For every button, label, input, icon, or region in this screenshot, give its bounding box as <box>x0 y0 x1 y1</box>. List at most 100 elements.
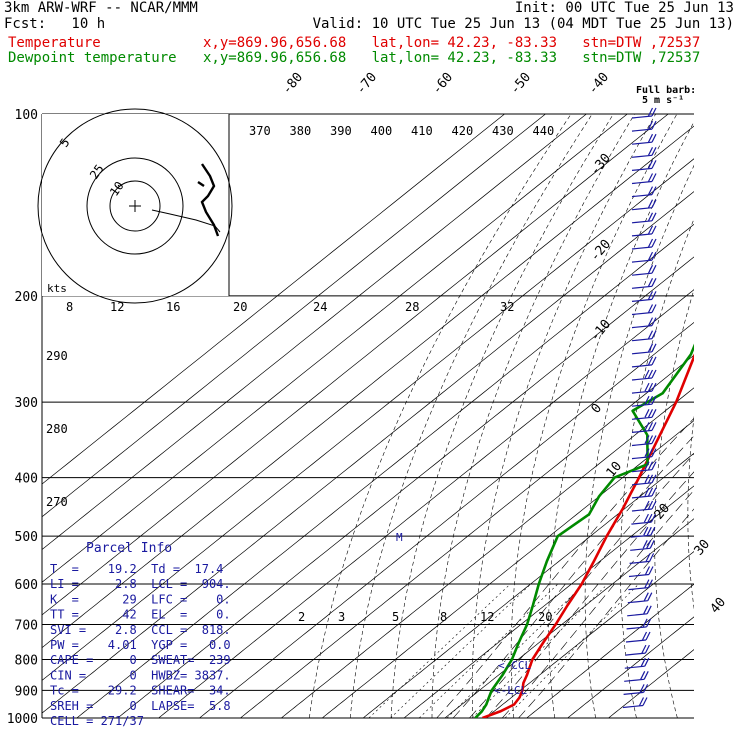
parcel-info-row: TT = 42 EL = 0. <box>50 608 231 622</box>
wind-barb-feather <box>647 291 654 300</box>
temp-axis-label: 32 <box>500 300 514 314</box>
wind-barb <box>624 665 645 669</box>
dry-adiabat-line <box>510 114 678 718</box>
wind-barb-feather <box>646 526 652 536</box>
wind-barb <box>631 482 653 486</box>
wind-barb-feather <box>647 487 654 497</box>
theta-label-390: 390 <box>330 124 352 138</box>
isotherm-line <box>526 583 694 718</box>
wind-barb-feather <box>647 409 654 418</box>
wind-barb-feather <box>646 540 652 549</box>
temp-axis-label: 16 <box>166 300 180 314</box>
parcel-info-row: CELL = 271/37 <box>50 714 144 728</box>
isotherm-line <box>42 158 694 681</box>
wind-barb-feather <box>651 382 657 392</box>
wind-barb <box>626 626 647 630</box>
wind-barb-feather <box>647 238 654 248</box>
wind-barb <box>631 442 653 447</box>
wind-barb <box>631 403 653 407</box>
theta-label-410: 410 <box>411 124 433 138</box>
m-marker: M <box>396 531 403 544</box>
wind-barb <box>631 220 653 224</box>
wind-barb-feather <box>644 461 650 470</box>
wind-barb-feather <box>647 369 654 379</box>
full-barb-label: Full barb: <box>636 85 696 96</box>
wind-barb-feather <box>651 317 657 326</box>
wind-barb-feather <box>647 513 653 523</box>
hodograph-ring-label: 10 <box>107 179 127 199</box>
ccl-label: <-CCL <box>498 659 531 672</box>
wind-barb-feather <box>647 317 654 326</box>
wind-barb-feather <box>643 513 649 523</box>
wind-barb <box>631 351 653 355</box>
parcel-info-title: Parcel Info <box>86 541 172 556</box>
dewpoint-location: x,y=869.96,656.68 lat,lon= 42.23, -83.33… <box>203 50 701 66</box>
theta-left-label: 270 <box>46 495 68 509</box>
mixing-ratio-line <box>390 583 532 718</box>
wind-barb-feather <box>641 631 648 641</box>
dry-adiabat-line <box>349 114 593 718</box>
wind-barb-feather <box>647 330 654 339</box>
temperature-legend: Temperature <box>8 35 101 51</box>
wind-barb-feather <box>647 173 654 182</box>
wind-barb-feather <box>644 448 650 457</box>
isotherm-line <box>42 114 628 583</box>
wind-barb-feather <box>650 513 656 523</box>
mixing-ratio-line <box>471 583 608 718</box>
wind-barb <box>623 691 644 695</box>
wind-barb-feather <box>638 697 645 706</box>
wind-barb <box>631 508 653 512</box>
isotherm-label: -50 <box>508 70 535 98</box>
isotherm-line <box>485 551 694 718</box>
theta-label-440: 440 <box>533 124 555 138</box>
mixing-ratio-line <box>504 583 640 718</box>
wind-barb <box>631 233 653 237</box>
wind-barb <box>628 573 650 578</box>
wind-barb-feather <box>651 186 657 195</box>
mixing-ratio-label: 12 <box>480 610 494 624</box>
hodograph-units: kts <box>47 282 67 295</box>
wind-barb-feather <box>642 540 648 549</box>
wind-barb <box>631 141 653 145</box>
wind-barb <box>631 207 653 211</box>
wind-barb <box>628 587 649 591</box>
wind-barb-feather <box>647 343 654 353</box>
wind-barb-feather <box>651 133 657 143</box>
temp-axis-label: 8 <box>66 300 73 314</box>
hodograph-trace <box>151 209 221 233</box>
isotherm-line <box>42 114 546 518</box>
wind-barb-feather <box>640 671 646 680</box>
isotherm-line <box>199 321 694 718</box>
pressure-label-300: 300 <box>15 396 38 411</box>
wind-barb-feather <box>647 474 654 484</box>
wind-barb-feather <box>651 448 657 457</box>
wind-barb-feather <box>649 553 655 562</box>
theta-left-label: 280 <box>46 422 68 436</box>
wind-barb-feather <box>647 395 654 405</box>
pressure-label-1000: 1000 <box>7 712 38 727</box>
wind-barb-feather <box>651 474 657 484</box>
wind-barb-feather <box>651 356 657 366</box>
wind-barb-feather <box>651 160 657 169</box>
wind-barb-feather <box>647 435 654 444</box>
wind-barb-feather <box>644 500 650 510</box>
wind-barb-feather <box>642 697 648 706</box>
theta-left-label: 290 <box>46 349 68 363</box>
isotherm-line <box>117 256 694 718</box>
wind-barb-feather <box>650 526 656 536</box>
theta-label-430: 430 <box>492 124 514 138</box>
pressure-lines <box>41 113 694 719</box>
isotherm-line <box>158 289 694 718</box>
wind-barb <box>631 272 653 276</box>
wind-barb-feather <box>647 212 654 222</box>
temperature-line <box>482 353 694 718</box>
parcel-info-row: T = 19.2 Td = 17.4 <box>50 562 223 576</box>
wind-barb <box>631 154 653 158</box>
wind-barb-feather <box>646 618 652 628</box>
isotherm-label: 0 <box>589 401 606 417</box>
wind-barb <box>631 115 653 119</box>
mixing-ratio-label: 8 <box>440 610 447 624</box>
isotherm-line <box>608 649 694 718</box>
dry-adiabat-line <box>431 114 635 718</box>
